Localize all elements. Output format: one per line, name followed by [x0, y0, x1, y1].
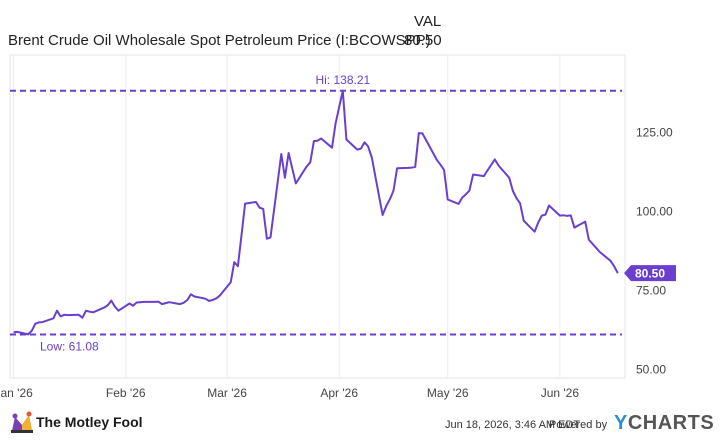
legend-column-header: VAL	[414, 13, 442, 30]
y-tick-label: 50.00	[636, 363, 666, 377]
ycharts-logo[interactable]: YCHARTS	[614, 412, 715, 434]
high-label: Hi: 138.21	[315, 73, 370, 87]
motley-fool-brand: The Motley Fool	[36, 414, 143, 430]
x-tick-label: Jan '26	[0, 386, 33, 400]
legend-series-value: 80.50	[404, 32, 442, 49]
last-value-tag	[624, 265, 676, 282]
motley-fool-logo[interactable]: The Motley Fool	[8, 408, 143, 436]
y-tick-label: 125.00	[636, 126, 673, 140]
series-layer: 80.50	[13, 89, 676, 336]
x-tick-label: Mar '26	[207, 386, 247, 400]
powered-by-label: Powered by	[549, 419, 608, 431]
jester-hat-icon	[11, 411, 33, 433]
plot-frame	[9, 54, 626, 379]
x-tick-label: Feb '26	[106, 386, 146, 400]
y-tick-label: 100.00	[636, 205, 673, 219]
grid-lines	[9, 54, 626, 379]
series-line	[13, 89, 619, 336]
reference-lines: Hi: 138.21 Low: 61.08	[10, 73, 622, 353]
chart-legend: VAL Brent Crude Oil Wholesale Spot Petro…	[0, 0, 720, 56]
x-tick-label: Apr '26	[320, 386, 358, 400]
y-tick-label: 75.00	[636, 284, 666, 298]
legend-series-name[interactable]: Brent Crude Oil Wholesale Spot Petroleum…	[8, 32, 431, 49]
x-tick-label: May '26	[427, 386, 469, 400]
last-value-label: 80.50	[635, 267, 665, 281]
axis-labels: Jan '26 Feb '26 Mar '26 Apr '26 May '26 Jun '…	[0, 126, 673, 401]
low-label: Low: 61.08	[40, 339, 99, 353]
x-tick-label: Jun '26	[541, 386, 580, 400]
chart-timestamp: Jun 18, 2026, 3:46 AM EDT	[445, 419, 581, 431]
